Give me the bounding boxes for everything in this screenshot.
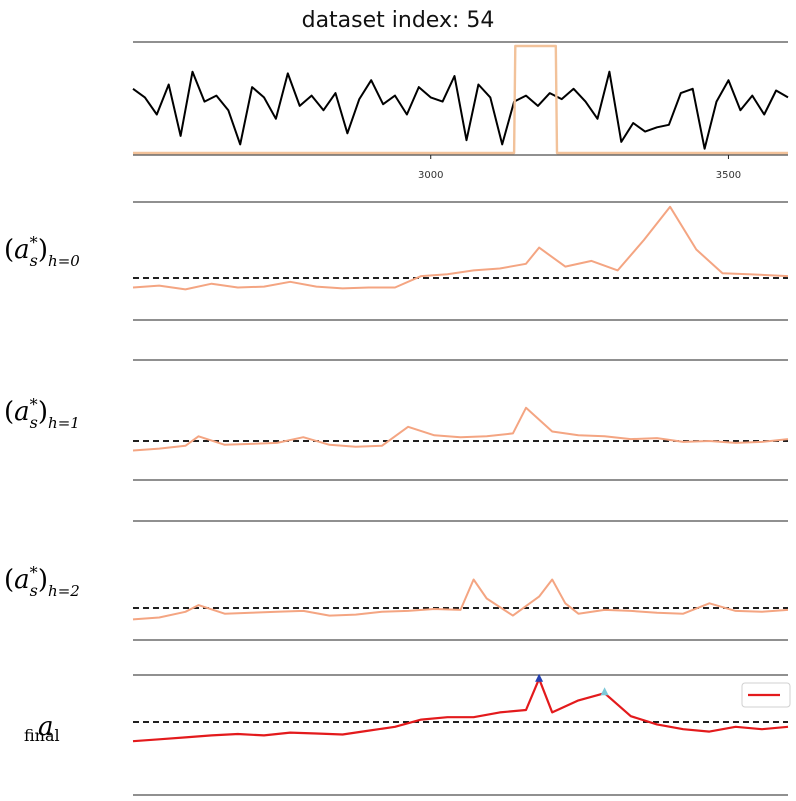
attention-h1-panel: (a* s)h=1 (4, 359, 789, 481)
final-attention-panel: afinal (24, 673, 791, 796)
row-label: (a* s)h=2 (4, 563, 80, 600)
attention-h0-panel: (a* s)h=0 (4, 201, 789, 321)
attention-line (132, 406, 789, 452)
attention-h2-panel: (a* s)h=2 (4, 520, 789, 641)
attention-line (132, 677, 789, 743)
peak-marker (600, 687, 609, 696)
signal-line (132, 70, 789, 150)
row-label: afinal (24, 712, 60, 745)
raw-signal-panel: dataset index: 54 3000 3500 (132, 8, 789, 181)
row-label: (a* s)h=1 (4, 395, 80, 432)
x-tick-label: 3000 (418, 170, 443, 181)
chart-title: dataset index: 54 (302, 8, 495, 33)
row-label: (a* s)h=0 (4, 233, 80, 270)
attention-line (132, 205, 789, 291)
highlight-window-line (133, 44, 788, 155)
attention-line (132, 578, 789, 621)
x-tick-label: 3500 (716, 170, 741, 181)
peak-marker (535, 673, 544, 682)
